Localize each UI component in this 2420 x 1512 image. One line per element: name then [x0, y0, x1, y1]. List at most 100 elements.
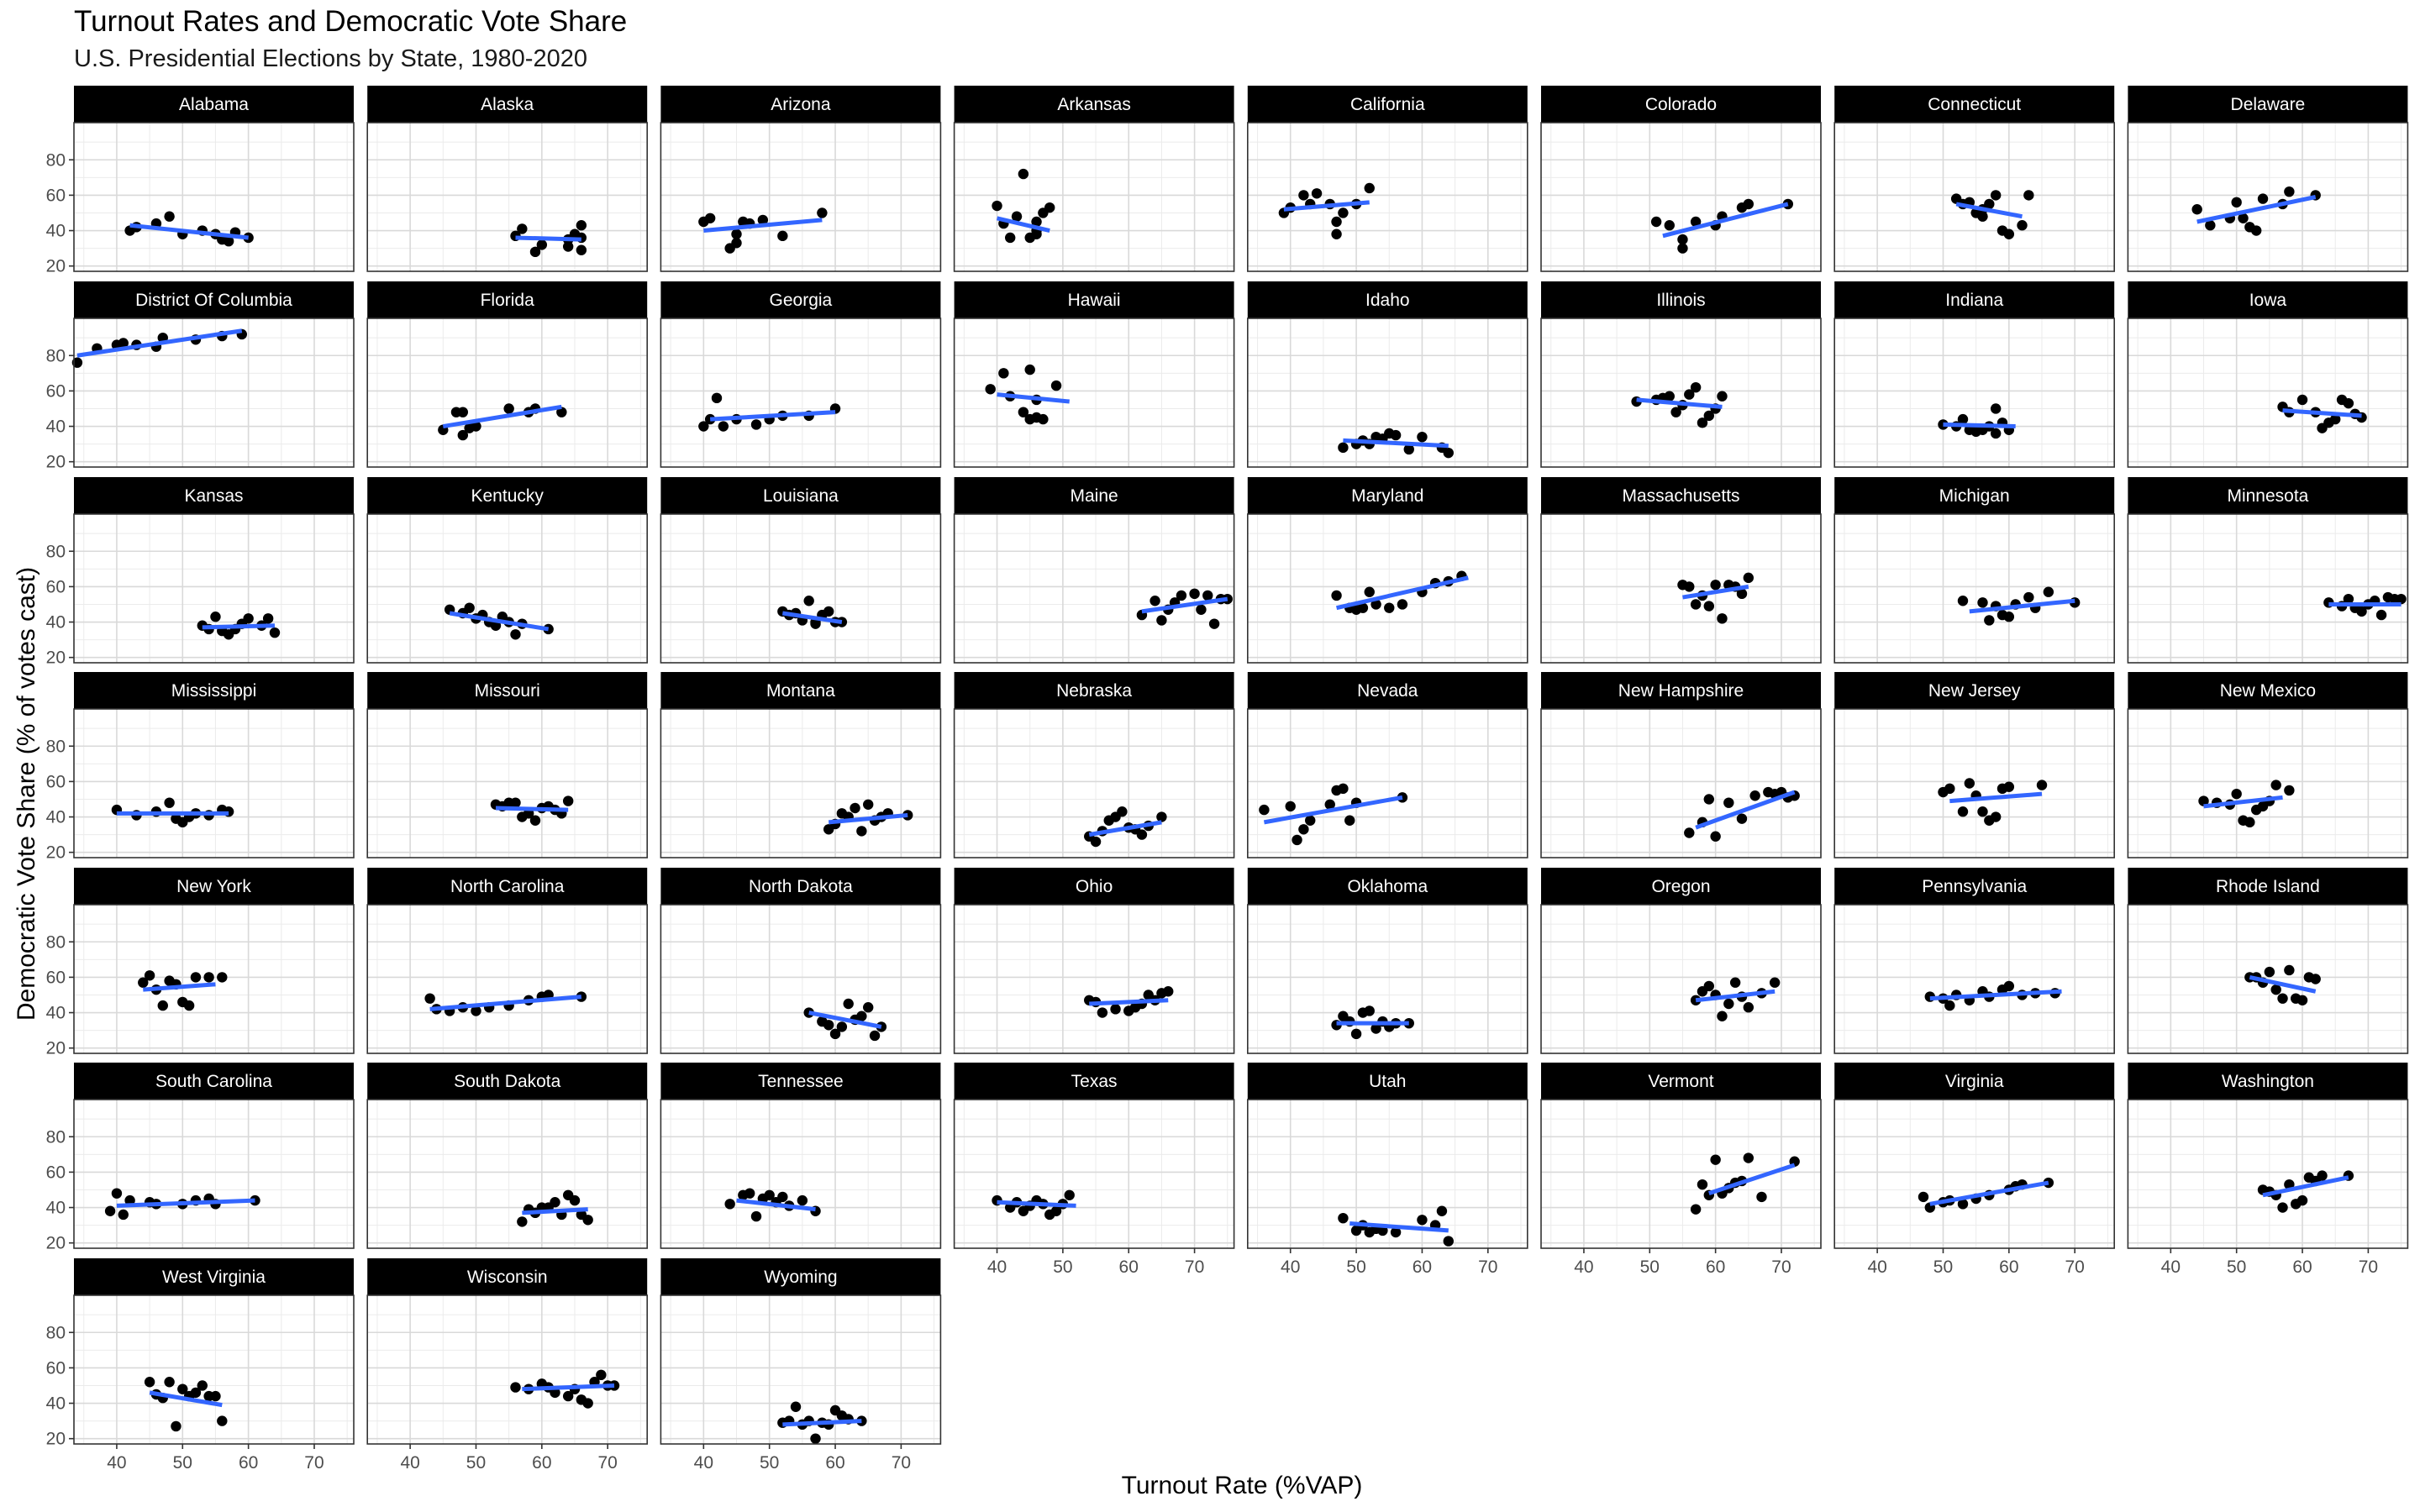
- data-point: [1918, 1191, 1929, 1203]
- strip-label-north-dakota: North Dakota: [749, 877, 853, 896]
- panel-alaska: Alaska: [366, 86, 649, 272]
- panel-florida: Florida: [366, 281, 649, 468]
- data-point: [1390, 1226, 1402, 1238]
- data-point: [1370, 1023, 1381, 1034]
- data-point: [2277, 993, 2288, 1004]
- panel-west-virginia: West Virginia 20 40 60 80 40 50 60 70: [46, 1258, 355, 1473]
- data-point: [2284, 186, 2295, 197]
- data-point: [424, 993, 435, 1004]
- strip-label-virginia: Virginia: [1945, 1072, 2004, 1091]
- strip-west-virginia: [74, 1258, 354, 1295]
- data-point: [2284, 964, 2295, 976]
- panel-border-oklahoma: [1247, 904, 1528, 1054]
- data-point: [836, 1021, 848, 1032]
- strip-label-wyoming: Wyoming: [764, 1268, 837, 1287]
- x-tick-label: 40: [1574, 1257, 1593, 1277]
- data-point: [902, 810, 913, 821]
- trend-line: [522, 1383, 615, 1392]
- data-point: [1684, 389, 1695, 400]
- data-point: [576, 244, 587, 255]
- data-point: [1710, 1154, 1721, 1165]
- panel-arizona: Arizona: [660, 86, 942, 272]
- y-tick-label: 40: [46, 1199, 66, 1218]
- data-point: [1697, 417, 1708, 428]
- data-point: [2231, 197, 2242, 208]
- strip-washington: [2128, 1063, 2408, 1100]
- strip-label-maine: Maine: [1070, 486, 1118, 506]
- data-point: [863, 799, 874, 810]
- data-point: [731, 238, 742, 249]
- strip-label-new-jersey: New Jersey: [1928, 681, 2021, 701]
- strip-label-missouri: Missouri: [475, 681, 540, 701]
- y-tick-label: 40: [46, 222, 66, 241]
- strip-label-montana: Montana: [766, 681, 835, 701]
- panel-bg-nevada: [1247, 709, 1528, 858]
- data-point: [1305, 815, 1316, 826]
- trend-line: [76, 328, 243, 358]
- strip-label-tennessee: Tennessee: [758, 1072, 844, 1091]
- data-point: [118, 1209, 129, 1221]
- panel-bg-alabama: [74, 123, 354, 271]
- data-point: [2310, 974, 2321, 984]
- panel-montana: Montana: [660, 672, 942, 858]
- panel-bg-kansas: [74, 514, 354, 663]
- panel-pennsylvania: Pennsylvania: [1833, 868, 2115, 1054]
- data-point: [777, 1191, 788, 1203]
- data-point: [576, 220, 587, 231]
- panel-maryland: Maryland: [1247, 477, 1528, 664]
- panel-bg-maine: [954, 514, 1234, 663]
- data-point: [197, 1380, 208, 1391]
- data-point: [790, 1401, 802, 1412]
- trend-line: [1969, 598, 2075, 614]
- data-point: [1684, 581, 1695, 592]
- data-point: [562, 795, 574, 806]
- data-point: [556, 407, 567, 417]
- data-point: [1690, 381, 1702, 393]
- trend-line: [828, 812, 908, 825]
- y-tick-label: 20: [46, 453, 66, 472]
- trend-line: [2249, 974, 2317, 994]
- data-point: [2257, 193, 2269, 204]
- data-point: [750, 1210, 762, 1222]
- panel-bg-north-dakota: [660, 905, 941, 1053]
- x-tick-label: 70: [892, 1453, 911, 1473]
- data-point: [1729, 977, 1741, 988]
- panel-border-west-virginia: [73, 1294, 355, 1445]
- data-point: [1384, 602, 1395, 613]
- strip-connecticut: [1834, 86, 2115, 123]
- strip-colorado: [1541, 86, 1821, 123]
- trend-line: [1141, 596, 1228, 614]
- trend-line: [808, 1011, 882, 1029]
- data-point: [1117, 806, 1128, 817]
- data-point: [1436, 1205, 1448, 1216]
- strip-label-minnesota: Minnesota: [2227, 486, 2308, 506]
- strip-new-york: [74, 868, 354, 905]
- strip-delaware: [2128, 86, 2408, 123]
- panel-border-louisiana: [660, 513, 942, 664]
- data-point: [471, 1005, 481, 1016]
- trend-line: [736, 1198, 816, 1212]
- data-point: [596, 1369, 607, 1381]
- panel-bg-missouri: [367, 709, 648, 858]
- strip-label-delaware: Delaware: [2231, 95, 2306, 114]
- data-point: [104, 1205, 116, 1216]
- panel-border-new-mexico: [2127, 708, 2409, 858]
- panel-bg-vermont: [1541, 1100, 1821, 1248]
- trend-line: [997, 392, 1070, 404]
- trend-line: [1089, 998, 1169, 1006]
- panel-border-delaware: [2127, 122, 2409, 272]
- data-point: [144, 970, 155, 981]
- trend-line: [997, 1200, 1076, 1208]
- panel-border-south-dakota: [366, 1099, 649, 1249]
- x-tick-label: 60: [1119, 1257, 1139, 1277]
- panel-bg-texas: [954, 1100, 1234, 1248]
- data-point: [510, 629, 521, 640]
- x-tick-label: 40: [107, 1453, 126, 1473]
- data-point: [217, 1415, 228, 1426]
- panel-bg-new-hampshire: [1541, 709, 1821, 858]
- strip-pennsylvania: [1834, 868, 2115, 905]
- data-point: [464, 602, 475, 613]
- data-point: [1338, 783, 1349, 795]
- trend-line: [1343, 438, 1449, 449]
- data-point: [856, 1011, 867, 1021]
